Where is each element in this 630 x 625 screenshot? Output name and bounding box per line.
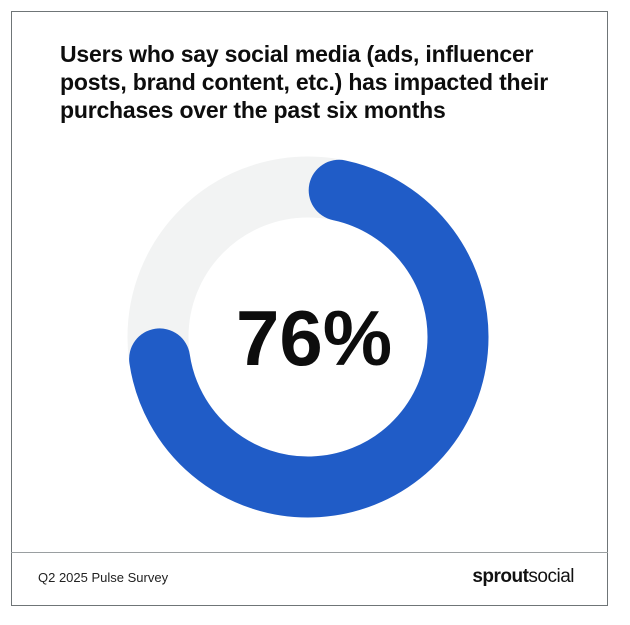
card-frame [11, 11, 608, 606]
footer-divider [11, 552, 608, 553]
center-label: 76% [236, 294, 392, 382]
logo-light: social [528, 566, 574, 587]
survey-source: Q2 2025 Pulse Survey [38, 570, 169, 585]
logo-bold: sprout [472, 566, 529, 587]
sprout-social-logo: sproutsocial [472, 566, 574, 588]
donut-segment-impacted [129, 159, 489, 518]
chart-title: Users who say social media (ads, influen… [60, 41, 548, 123]
